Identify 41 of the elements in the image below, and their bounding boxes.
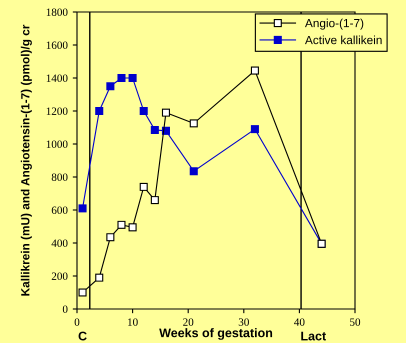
x-axis-title: Weeks of gestation (159, 328, 272, 340)
y-tick-label: 400 (52, 239, 68, 247)
legend-label: Active kallikein (304, 36, 382, 44)
y-tick-label: 1000 (46, 140, 68, 148)
point (162, 108, 170, 117)
point (95, 274, 104, 282)
point (106, 233, 114, 242)
x-tick-label: 50 (350, 318, 360, 326)
x-tick-label: 40 (294, 318, 305, 326)
point (140, 182, 148, 191)
y-tick-label: 600 (52, 206, 68, 214)
x-tick-label: 0 (74, 318, 80, 326)
point (250, 66, 259, 75)
point (150, 126, 159, 134)
x-tick-label: 30 (238, 318, 249, 326)
y-tick-label: 1200 (46, 107, 68, 115)
point (140, 106, 148, 116)
legend-label: Angio-(1-7) (304, 18, 364, 30)
point (78, 288, 87, 297)
point (128, 74, 137, 82)
point (190, 119, 198, 128)
point (250, 125, 259, 134)
point (78, 204, 87, 212)
point (190, 167, 198, 176)
y-tick-label: 0 (62, 305, 68, 313)
y-tick-label: 1600 (46, 41, 68, 49)
point (106, 82, 114, 90)
point (117, 74, 126, 82)
point (150, 196, 159, 204)
y-tick-label: 1400 (46, 74, 68, 82)
point (95, 106, 104, 116)
y-tick-label: 200 (52, 272, 68, 280)
y-axis-title: Kallikrein (mU) and Angiotensin-(1-7) (pmol)/g cr (20, 24, 32, 296)
x-tick-label: 20 (183, 318, 194, 326)
text: C (78, 332, 87, 340)
y-tick-label: 800 (52, 173, 68, 181)
point (128, 223, 137, 232)
point (117, 220, 126, 229)
text: Lact (301, 332, 326, 340)
x-tick-label: 10 (128, 318, 138, 326)
y-tick-label: 1800 (46, 8, 68, 16)
